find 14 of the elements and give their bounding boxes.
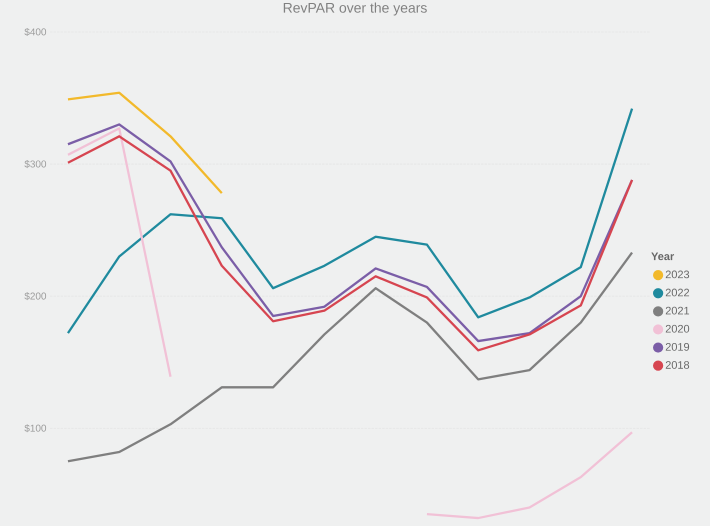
legend-title: Year <box>651 252 674 260</box>
legend-label: 2020 <box>666 324 690 333</box>
legend-label: 2019 <box>666 342 690 351</box>
line-series <box>66 92 223 194</box>
legend-label: 2022 <box>666 288 690 296</box>
chart-title: RevPAR over the years <box>284 2 427 16</box>
y-tick-label: $400 <box>24 28 46 36</box>
y-tick-label: $300 <box>24 160 46 168</box>
y-tick-label: $200 <box>24 292 46 300</box>
legend-label: 2018 <box>666 361 690 369</box>
y-tick-label: $100 <box>24 424 46 432</box>
legend-label: 2021 <box>666 306 690 315</box>
legend-label: 2023 <box>666 270 690 278</box>
line-series <box>66 251 634 462</box>
